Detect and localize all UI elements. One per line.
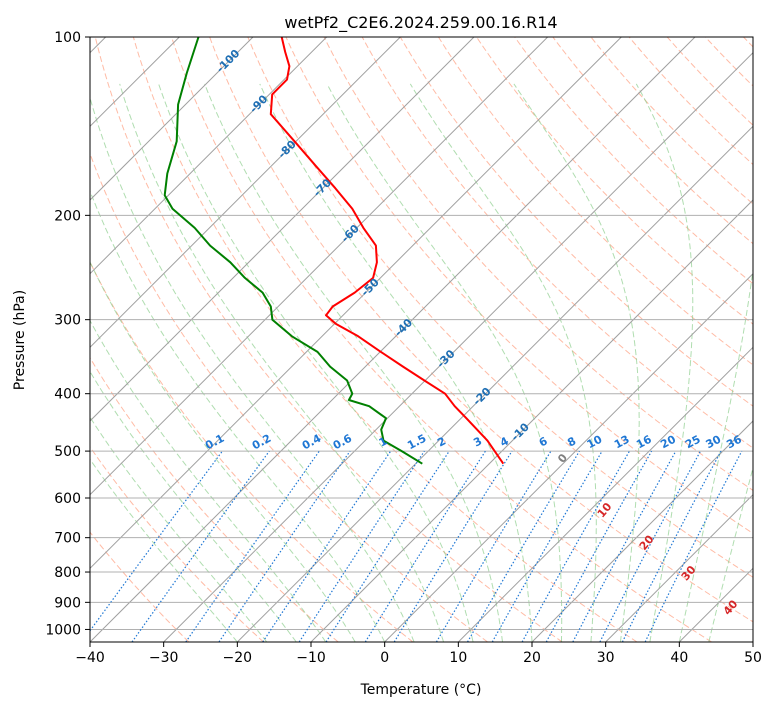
moist-adiabat-line [259,83,533,642]
mixing-ratio-label: 25 [683,433,703,452]
mixing-ratio-label: 36 [724,433,744,452]
x-axis-label: Temperature (°C) [360,682,482,698]
x-tick-label: −10 [296,650,326,666]
y-tick-label: 700 [54,531,81,547]
mixing-ratio-line [572,450,677,642]
mixing-ratio-label: 16 [634,433,654,452]
isotherm-line [457,346,753,642]
moist-adiabat-line [678,83,753,642]
mixing-ratio-label: 13 [612,433,632,452]
dry-adiabat-line [361,37,753,449]
mixing-ratio-line [364,450,486,642]
mixing-ratio-line [218,450,351,642]
mixing-ratio-line [435,450,552,642]
mixing-ratio-line [545,450,653,642]
dry-adiabat-line [437,37,753,366]
y-tick-label: 400 [54,387,81,403]
x-axis-ticks: −40 −30 −20 −10 0 10 20 30 40 50 [75,642,762,666]
isotherm-line [90,37,401,349]
isotherm-line [384,272,753,642]
y-tick-label: 800 [54,565,81,581]
y-tick-label: 600 [54,491,81,507]
mixing-ratio-line [325,450,450,642]
x-tick-label: 10 [449,650,467,666]
dry-adiabat-line [399,37,753,407]
x-tick-label: 30 [597,650,615,666]
isotherm-line [236,125,753,642]
moist-adiabat-line [90,370,297,642]
dry-adiabat-line [132,37,638,642]
dry-adiabats [90,37,753,642]
x-tick-label: 0 [380,650,389,666]
isotherm-line [90,37,622,570]
isotherms [90,37,753,642]
x-tick-label: 40 [670,650,688,666]
dry-adiabat-line [247,37,753,578]
mixing-ratio-line [90,450,223,632]
y-tick-label: 200 [54,208,81,224]
moist-adiabat-line [90,260,356,642]
plot-frame [89,36,754,643]
mixing-ratio-line [644,450,743,642]
dry-adiabat-line [209,37,753,623]
chart-title: wetPf2_C2E6.2024.259.00.16.R14 [284,13,557,33]
moist-adiabat-line [90,96,415,642]
moist-adiabat-line [158,83,474,642]
y-tick-label: 100 [54,30,81,46]
plot-area: -100-90-80-70-60-50-40-30-20-10 0.1 0.2 0.… [90,37,753,642]
mixing-ratio-line [298,450,425,642]
mixing-ratio-label: 30 [704,433,724,452]
dry-adiabat-line [285,37,753,535]
x-tick-label: −20 [223,650,253,666]
y-axis-label: Pressure (hPa) [12,290,28,390]
x-tick-label: 20 [523,650,541,666]
moist-adiabat-line [708,466,753,642]
x-tick-label: 50 [744,650,762,666]
dry-adiabat-line [323,37,753,491]
dry-adiabat-line [90,260,414,642]
x-tick-label: −30 [149,650,179,666]
moist-adiabat-line [204,83,503,642]
pressure-gridlines [90,37,753,630]
dry-adiabat-line [94,37,563,642]
mixing-ratio-line [599,450,702,642]
dewpoint-profile-line [163,37,423,465]
mixing-ratio-label: 10 [585,432,605,451]
mixing-ratio-line [393,450,513,642]
y-tick-label: 300 [54,313,81,329]
mixing-ratio-line [185,450,320,642]
isotherm-line [90,37,696,642]
moist-adiabat-line [326,83,563,642]
mixing-ratio-line [521,450,631,642]
profile-series [163,37,505,465]
isotherm-line [163,51,753,642]
mixing-ratio-line [131,450,270,642]
temperature-profile-line [269,37,505,465]
mixing-ratio-label: 20 [658,432,678,451]
isotherm-line [90,37,549,496]
y-tick-label: 1000 [45,622,81,638]
dry-adiabat-line [90,531,190,642]
dry-adiabat-line [90,356,339,642]
mixing-ratio-line [621,450,722,642]
moist-adiabat-line [90,319,327,642]
y-tick-label: 900 [54,595,81,611]
mixing-ratio-lines [90,450,743,642]
x-tick-label: −40 [75,650,105,666]
moist-adiabat-line [635,83,694,642]
isotherm-line [90,37,328,275]
isotherm-line [90,37,475,422]
isotherm-line [90,37,254,201]
y-tick-label: 500 [54,444,81,460]
isotherm-line [531,420,753,642]
isotherm-line [310,199,753,642]
mixing-ratio-line [262,450,392,642]
y-axis-ticks: 100 200 300 400 500 600 700 800 900 1000 [45,30,90,638]
isotherm-line [605,493,753,642]
moist-adiabat-line [513,83,640,642]
